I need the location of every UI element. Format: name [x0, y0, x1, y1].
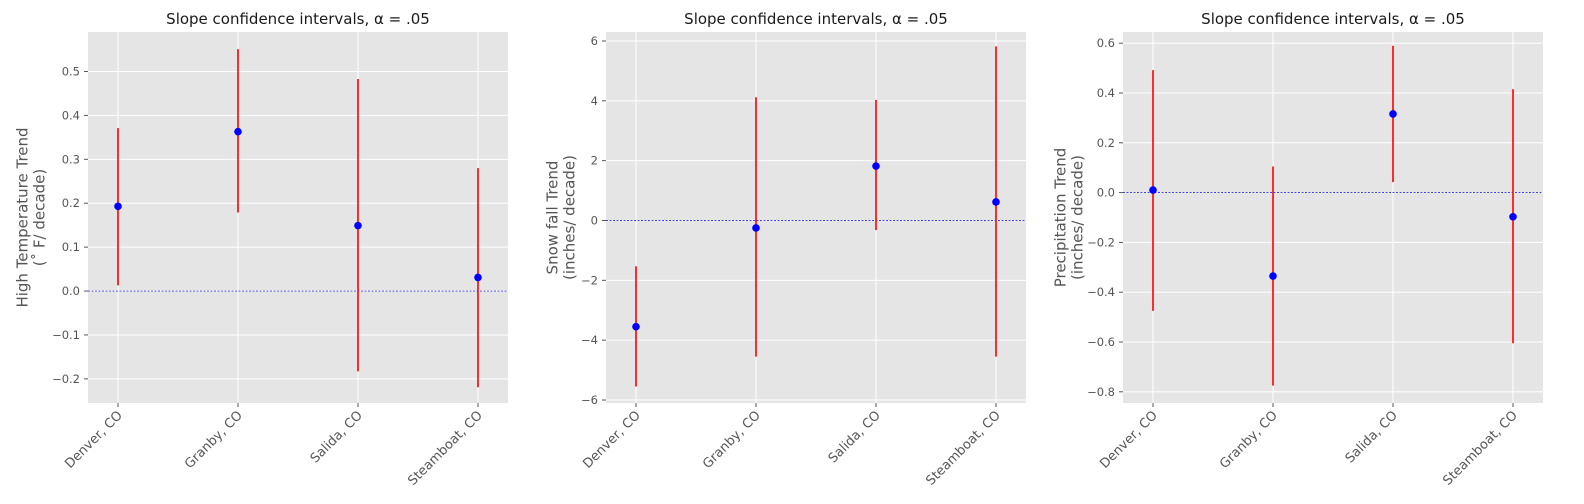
x-tick-label: Granby, CO [1217, 408, 1281, 472]
x-tick-label: Salida, CO [308, 408, 366, 466]
x-tick-label: Granby, CO [182, 408, 246, 472]
slope-estimate-point [234, 127, 242, 136]
slope-estimate-point [1149, 186, 1157, 194]
x-tick-label: Denver, CO [62, 408, 126, 472]
y-axis-label: High Temperature Trend(˚ F/ decade) [13, 127, 48, 307]
x-tick-label: Steamboat, CO [405, 408, 485, 488]
slope-estimate-point [992, 198, 1000, 206]
y-axis-label: Precipitation Trend(inches/ decade) [1051, 148, 1086, 288]
x-tick-label: Salida, CO [826, 408, 884, 466]
y-tick-label: −4 [581, 333, 598, 347]
slope-estimate-point [1269, 272, 1277, 280]
slope-estimate-point [474, 273, 482, 282]
y-tick-label: 2 [591, 154, 598, 168]
slope-estimate-point [752, 224, 760, 232]
slope-estimate-point [632, 322, 640, 331]
slope-estimate-point [1389, 110, 1397, 118]
x-tick-label: Steamboat, CO [923, 408, 1003, 488]
y-axis-label: Snow fall Trend(inches/ decade) [543, 155, 578, 280]
y-tick-label: 0.2 [62, 196, 80, 210]
panel-high-temperature: −0.2 −0.1 0.0 0.1 0.2 0.3 0.4 0.5 Denver, CO Gran… [13, 10, 508, 489]
y-tick-label: 0.3 [62, 152, 80, 166]
y-axis-label-line: High Temperature Trend [13, 127, 31, 307]
y-axis-label-line: (inches/ decade) [561, 155, 579, 280]
x-tick-label: Steamboat, CO [1440, 408, 1520, 488]
x-tick-label: Denver, CO [1097, 408, 1161, 472]
y-tick-label: 0 [591, 213, 598, 227]
slope-estimate-point [872, 162, 880, 170]
y-tick-label: 0.2 [1097, 136, 1115, 150]
x-tick-label: Granby, CO [700, 408, 764, 472]
y-tick-label: −0.1 [52, 328, 80, 342]
slope-estimate-point [1509, 212, 1517, 221]
y-tick-label: 0.5 [62, 65, 80, 79]
y-tick-label: −0.4 [1087, 285, 1115, 299]
y-tick-label: −0.8 [1087, 385, 1115, 399]
y-tick-label: −6 [581, 393, 598, 407]
y-tick-label: 0.0 [62, 284, 80, 298]
y-tick-label: 0.6 [1097, 36, 1115, 50]
x-tick-label: Salida, CO [1343, 408, 1401, 466]
y-axis-label-line: (˚ F/ decade) [31, 169, 49, 266]
chart-title: Slope confidence intervals, α = .05 [684, 10, 948, 28]
y-tick-label: 0.1 [62, 240, 80, 254]
plot-background [606, 32, 1026, 403]
y-tick-label: 6 [591, 34, 598, 48]
x-tick-label: Denver, CO [580, 408, 644, 472]
y-tick-label: −0.2 [52, 372, 80, 386]
y-tick-label: 0.0 [1097, 186, 1115, 200]
panel-snowfall: −6 −4 −2 0 2 4 6 Denver, CO Granby, CO Salida, CO… [543, 10, 1026, 489]
chart-title: Slope confidence intervals, α = .05 [1201, 10, 1465, 28]
y-tick-label: −0.6 [1087, 335, 1115, 349]
y-tick-label: 4 [591, 94, 598, 108]
y-axis-label-line: (inches/ decade) [1069, 155, 1087, 280]
plot-background [88, 32, 508, 403]
y-tick-label: 0.4 [1097, 86, 1115, 100]
y-tick-label: 0.4 [62, 108, 80, 122]
y-axis-label-line: Snow fall Trend [543, 161, 561, 275]
y-tick-label: −0.2 [1087, 235, 1115, 249]
plot-background [1123, 32, 1543, 403]
y-axis-label-line: Precipitation Trend [1051, 148, 1069, 288]
y-tick-label: −2 [581, 273, 598, 287]
slope-estimate-point [114, 202, 122, 211]
panel-precipitation: −0.8 −0.6 −0.4 −0.2 0.0 0.2 0.4 0.6 Denver, CO Gr… [1051, 10, 1543, 489]
slope-estimate-point [354, 221, 362, 230]
chart-title: Slope confidence intervals, α = .05 [166, 10, 430, 28]
